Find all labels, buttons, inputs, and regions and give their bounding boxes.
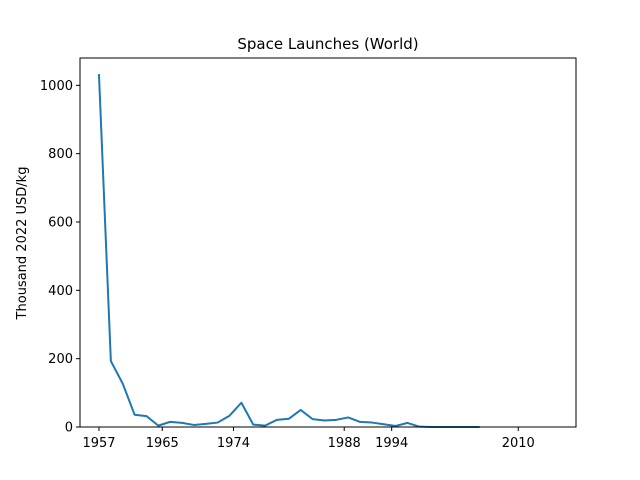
x-tick-label: 1994 [375,436,408,451]
y-tick-label: 800 [48,147,73,162]
chart-title: Space Launches (World) [237,35,418,53]
y-tick-label: 600 [48,216,73,231]
axes-frame [79,57,577,428]
x-tick-label: 1974 [217,436,250,451]
y-tick-label: 0 [65,421,73,436]
y-axis-label: Thousand 2022 USD/kg [15,167,30,321]
y-tick-label: 200 [48,352,73,367]
series-line-0 [97,74,480,428]
y-tick-label: 400 [48,284,73,299]
x-tick-label: 1957 [82,436,115,451]
plot-area: 1957 1965 1974 1988 1994 2010 0 200 400 600 800 100… [40,57,577,451]
y-tick-label: 1000 [40,79,73,94]
x-tick-label: 1988 [328,436,361,451]
x-tick-label: 2010 [502,436,535,451]
x-tick-label: 1965 [146,436,179,451]
